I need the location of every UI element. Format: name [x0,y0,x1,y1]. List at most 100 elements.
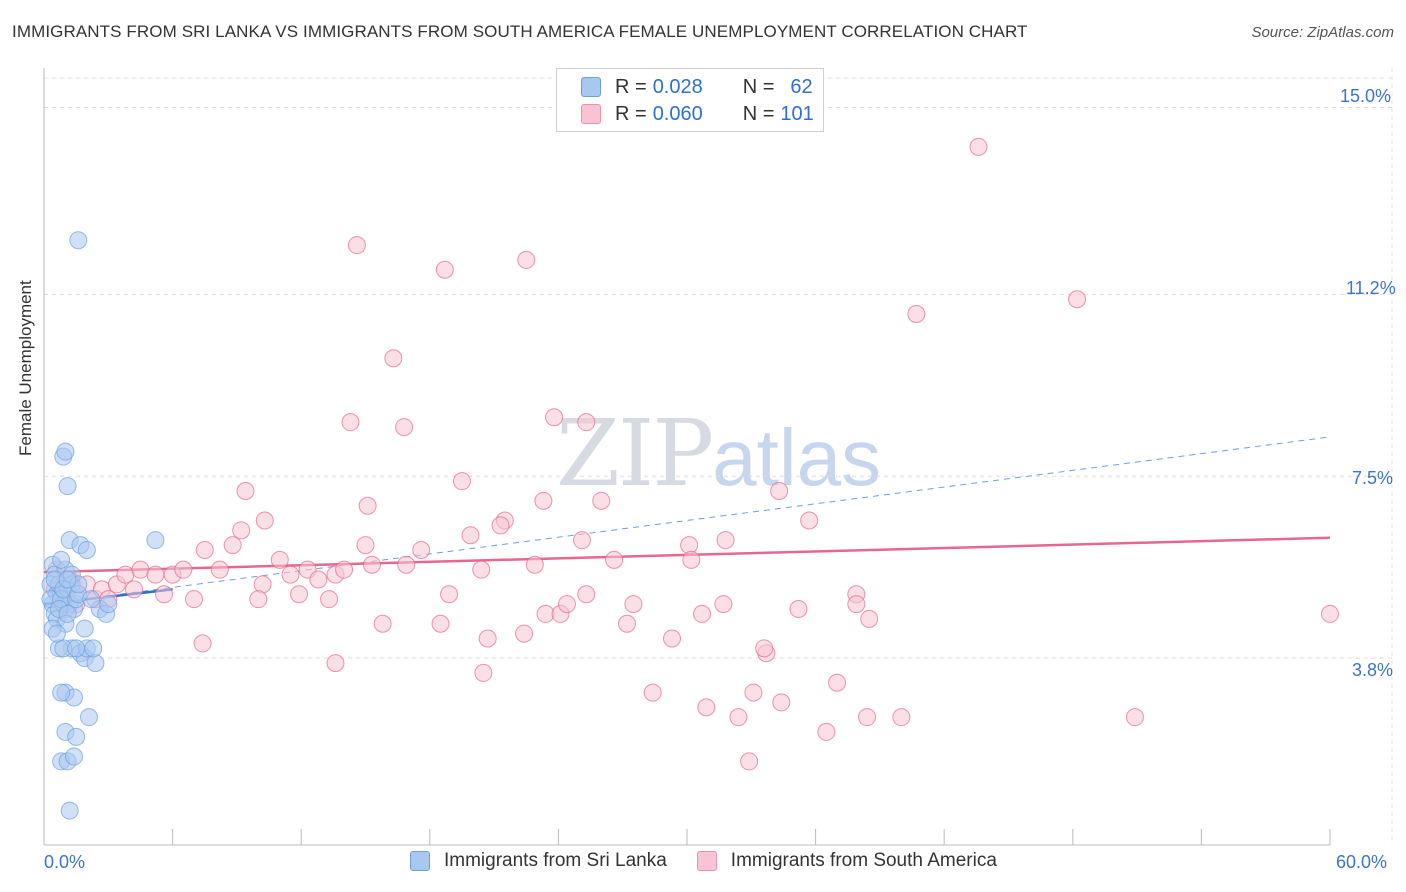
point-south-america [680,536,699,555]
point-south-america [362,555,381,574]
n-value: 62 [790,75,813,98]
point-sri-lanka [80,708,99,727]
point-sri-lanka [47,624,66,643]
r-value: 0.028 [652,75,703,98]
point-south-america [395,418,414,437]
point-south-america [249,590,268,609]
point-south-america [210,560,229,579]
r-label: R = [615,75,647,98]
legend-row-south-america: R = 0.060 N = 101 [581,102,814,126]
legend-swatch-south-america [696,851,717,871]
point-south-america [461,526,480,545]
point-south-america [557,595,576,614]
point-south-america [624,595,643,614]
point-south-america [358,496,377,515]
point-south-america [969,137,988,156]
point-south-america [693,604,712,623]
point-south-america [281,565,300,584]
x-tick-label-min: 0.0% [44,852,86,872]
point-south-america [131,560,150,579]
y-tick-label: 3.8% [1352,660,1394,680]
point-south-america [525,555,544,574]
point-south-america [1125,708,1144,727]
point-sri-lanka [56,442,75,461]
point-south-america [817,722,836,741]
legend-item-sri-lanka: Immigrants from Sri Lanka [410,850,667,872]
watermark-atlas: atlas [712,413,882,502]
point-south-america [828,673,847,692]
legend-swatch-sri-lanka [581,77,601,97]
point-south-america [155,585,174,604]
point-south-america [431,614,450,633]
point-south-america [335,560,354,579]
point-south-america [515,624,534,643]
point-sri-lanka [52,683,71,702]
point-sri-lanka [58,477,77,496]
n-value: 101 [780,102,814,125]
point-south-america [800,511,819,530]
point-south-america [1321,604,1339,623]
legend-item-south-america: Immigrants from South America [696,850,997,872]
point-sri-lanka [84,639,103,658]
y-tick-label: 11.2% [1346,278,1396,298]
point-south-america [174,560,193,579]
point-south-america [255,511,274,530]
point-south-america [536,604,555,623]
point-sri-lanka [58,570,77,589]
point-sri-lanka [67,639,86,658]
point-sri-lanka [69,231,88,250]
point-south-america [605,550,624,569]
y-tick-label: 15.0% [1340,86,1392,106]
point-sri-lanka [65,747,84,766]
point-south-america [545,408,564,427]
point-south-america [858,708,877,727]
point-south-america [789,600,808,618]
point-south-america [223,536,242,555]
point-south-america [577,585,596,604]
point-south-america [232,521,251,540]
point-south-america [474,663,493,682]
point-sri-lanka [77,541,96,559]
point-south-america [397,555,416,574]
legend-label-sri-lanka: Immigrants from Sri Lanka [444,850,667,871]
point-south-america [860,609,879,628]
point-south-america [643,683,662,702]
legend-swatch-sri-lanka [410,851,430,871]
point-south-america [491,516,510,535]
point-south-america [592,491,611,510]
point-south-america [440,585,459,604]
point-south-america [236,482,255,500]
chart-title: IMMIGRANTS FROM SRI LANKA VS IMMIGRANTS … [12,22,1028,41]
r-value: 0.060 [652,102,703,125]
n-label: N = [742,102,775,125]
point-sri-lanka [67,727,86,746]
point-sri-lanka [146,531,165,550]
point-south-america [682,550,701,569]
point-south-america [384,349,403,368]
r-label: R = [615,102,647,125]
point-south-america [309,570,328,589]
point-south-america [770,482,789,500]
point-south-america [755,639,774,658]
point-south-america [577,413,596,432]
point-sri-lanka [60,801,79,820]
point-south-america [195,541,214,559]
point-south-america [270,550,289,569]
point-south-america [697,698,716,717]
y-tick-label: 7.5% [1352,468,1394,488]
point-south-america [892,708,911,727]
point-south-america [290,585,309,604]
point-sri-lanka [82,590,101,609]
point-south-america [772,693,791,712]
point-south-america [572,531,591,550]
point-south-america [740,752,759,771]
point-south-america [412,541,431,559]
data-points [41,137,1339,820]
legend-row-sri-lanka: R = 0.028 N = 62 [581,75,813,99]
point-south-america [716,531,735,550]
point-south-america [125,580,144,599]
trend-line-sri-lanka-extended [43,436,1331,605]
point-south-america [116,565,135,584]
point-south-america [452,472,471,491]
series-legend: Immigrants from Sri Lanka Immigrants fro… [410,850,1027,872]
